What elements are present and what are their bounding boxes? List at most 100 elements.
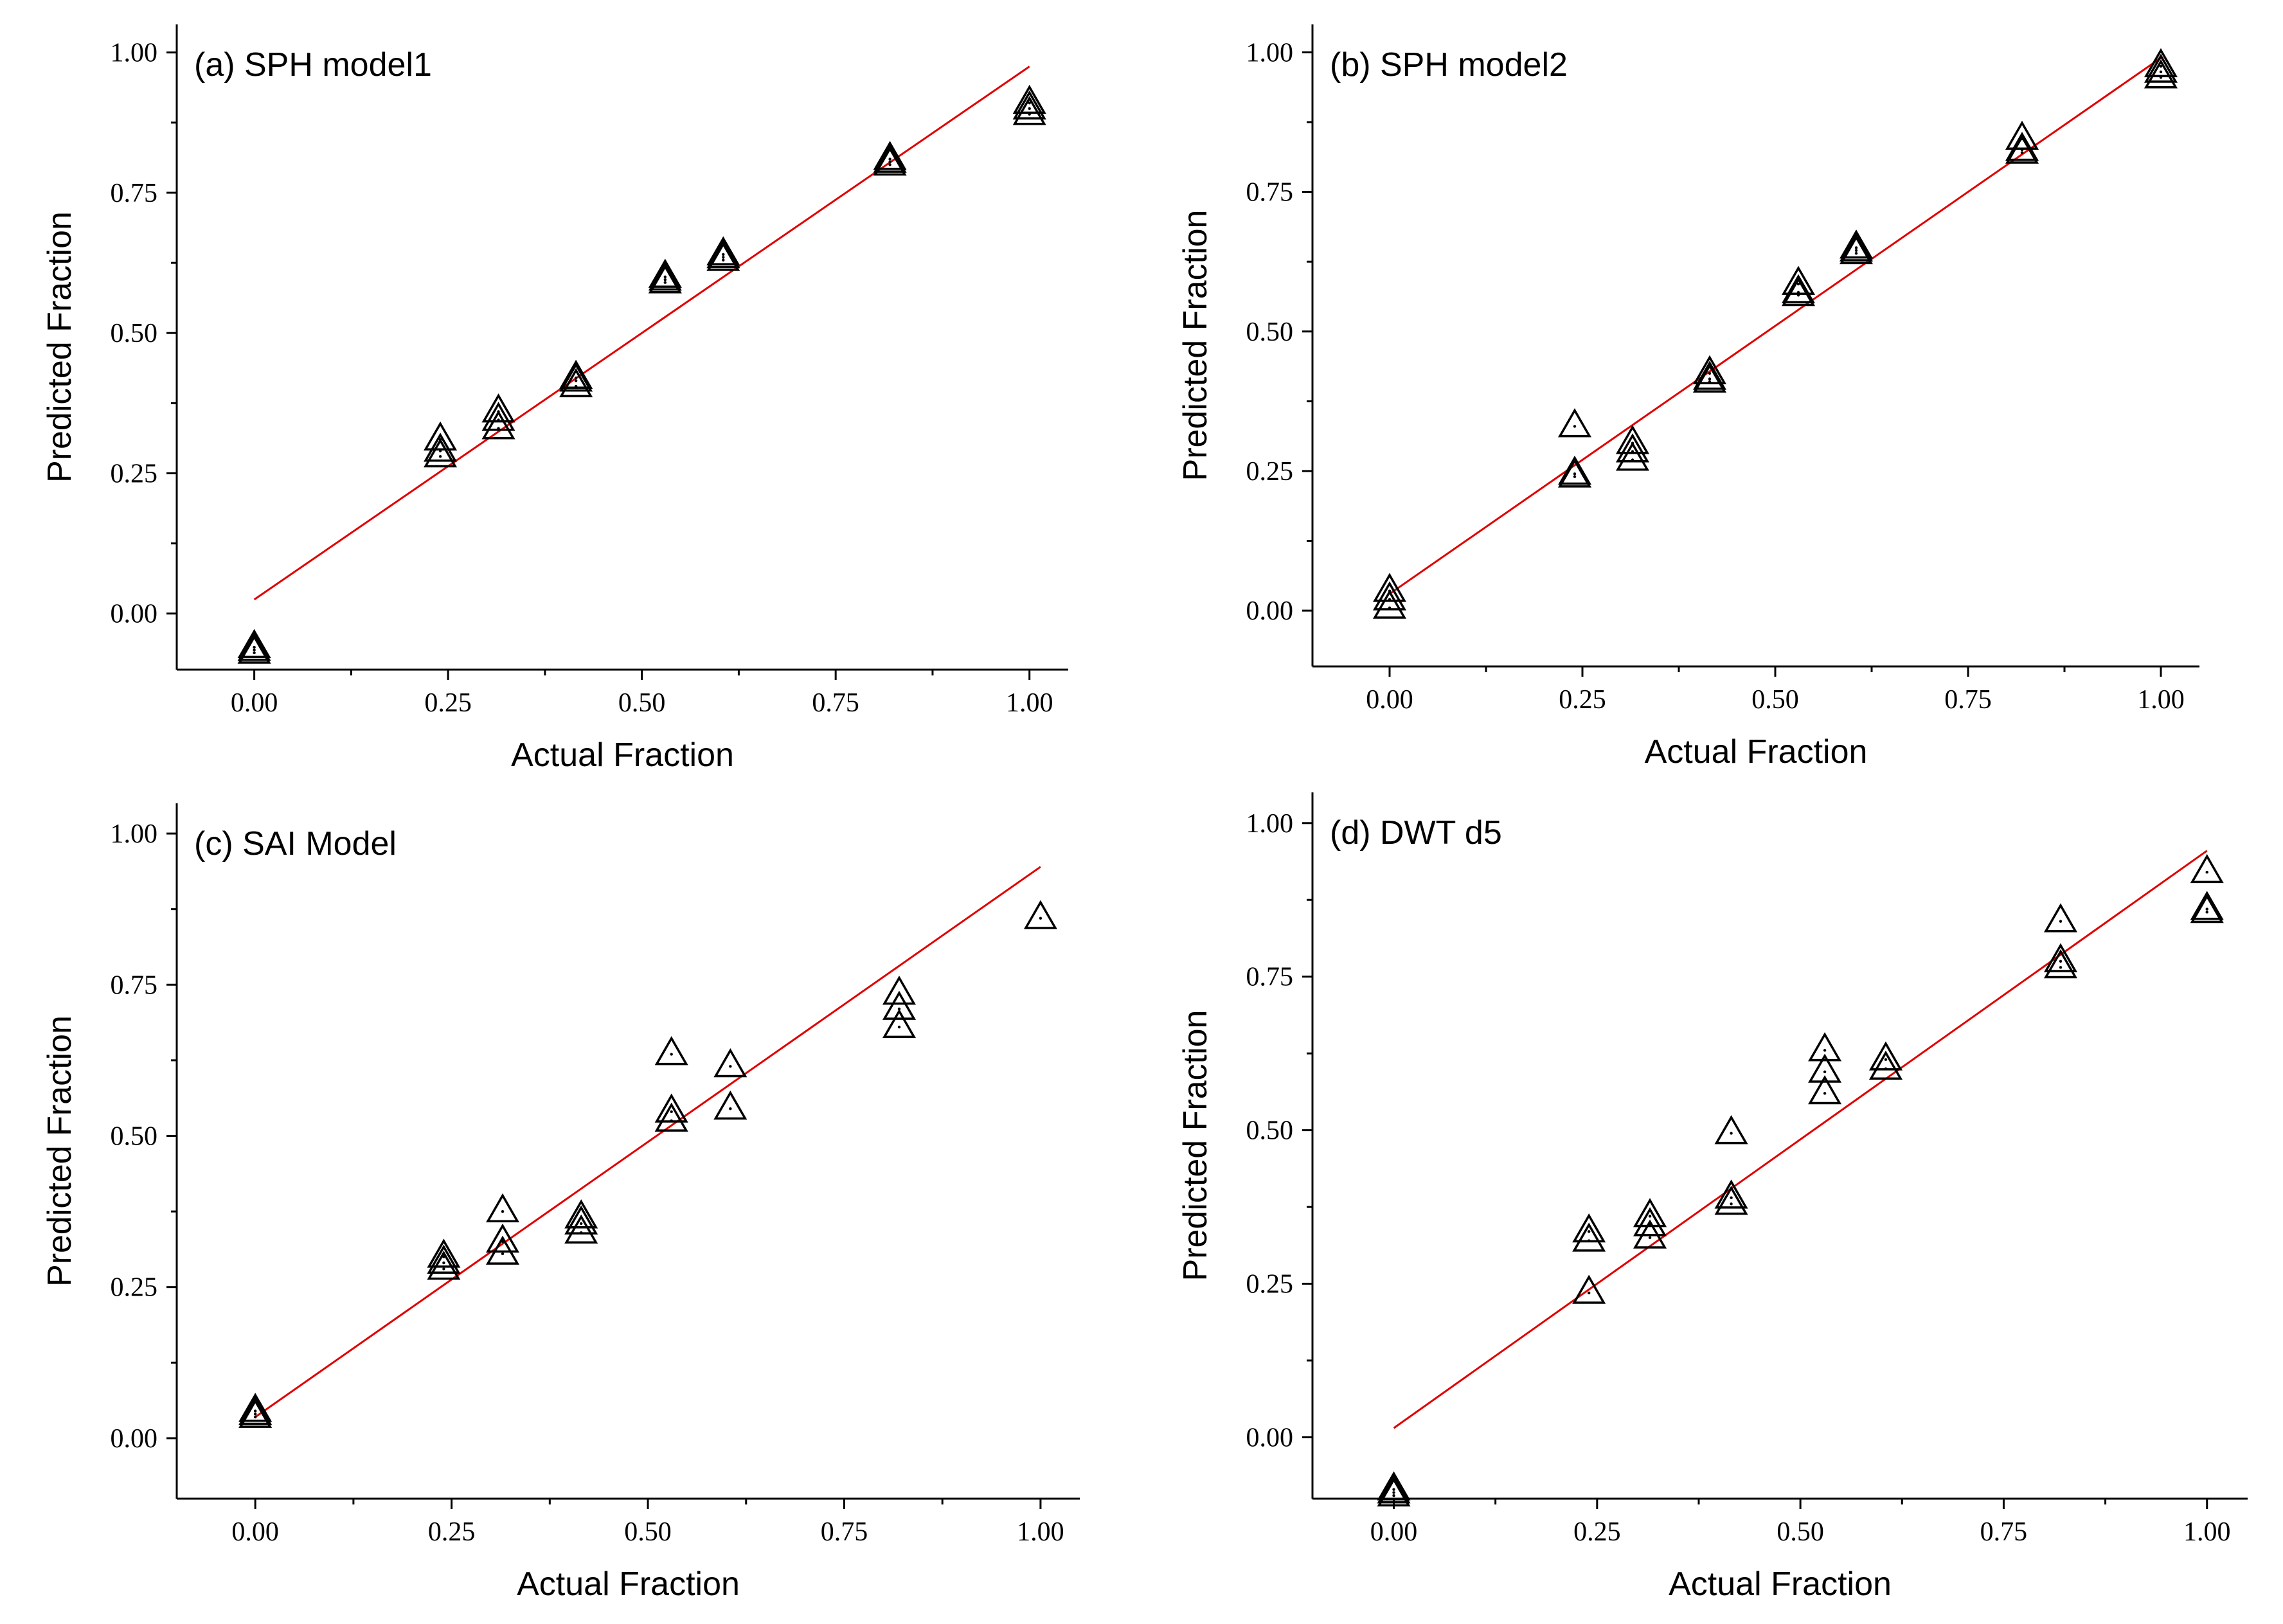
triangle-marker (1839, 229, 1874, 259)
marker-center-dot (579, 1222, 583, 1226)
marker-center-dot (2159, 64, 2163, 68)
triangle-marker (485, 1235, 520, 1265)
marker-center-dot (438, 455, 442, 458)
x-axis-title: Actual Fraction (511, 736, 734, 774)
data-point (238, 1395, 273, 1425)
triangle-marker (2043, 903, 2078, 932)
y-tick-label: 0.25 (1246, 1270, 1294, 1299)
triangle-marker (559, 368, 593, 398)
data-point (882, 976, 917, 1005)
data-point (2043, 943, 2078, 972)
y-tick-label: 1.00 (1246, 809, 1294, 839)
data-point (706, 236, 740, 265)
data-point (427, 1244, 461, 1274)
data-point (1377, 1477, 1411, 1507)
marker-center-dot (1796, 282, 1800, 286)
marker-center-dot (2020, 151, 2024, 154)
triangle-marker (2144, 59, 2178, 89)
data-point (1372, 573, 1407, 602)
data-point (424, 433, 458, 462)
triangle-marker (1615, 433, 1650, 463)
triangle-marker (1714, 1185, 1748, 1215)
panel-3: 0.00 0.25 0.50 0.75 1.00 0.00 0.25 0.50 0.75 1.00… (41, 803, 1080, 1603)
triangle-marker (873, 143, 907, 173)
data-point (485, 1193, 520, 1223)
y-tick-label: 0.75 (111, 179, 158, 208)
triangle-marker (237, 634, 271, 664)
marker-center-dot (663, 278, 667, 281)
data-point (1012, 96, 1046, 125)
x-tick-label: 0.00 (231, 688, 278, 718)
data-point (2043, 903, 2078, 932)
panel-title: (b) SPH model2 (1330, 46, 1568, 84)
data-point (1781, 277, 1816, 307)
data-point (559, 362, 593, 392)
panel-1: 0.00 0.25 0.50 0.75 1.00 0.00 0.25 0.50 0.75 1.00… (41, 24, 1068, 774)
triangle-marker (713, 1048, 748, 1078)
triangle-marker (1714, 1115, 1748, 1145)
x-tick-label: 0.00 (1366, 685, 1413, 715)
triangle-marker (1572, 1213, 1606, 1243)
data-point (2005, 132, 2039, 161)
data-point (873, 146, 907, 176)
data-point (1615, 433, 1650, 463)
triangle-marker (2005, 134, 2039, 164)
data-point (654, 1102, 688, 1132)
marker-center-dot (1823, 1070, 1827, 1074)
data-point (654, 1036, 688, 1066)
y-tick-label: 0.75 (1246, 178, 1294, 208)
data-point (481, 393, 515, 423)
y-tick-label: 0.75 (111, 970, 158, 1000)
triangle-marker (2043, 949, 2078, 979)
triangle-marker (481, 402, 515, 431)
data-point (2144, 53, 2178, 83)
data-point (873, 143, 907, 173)
triangle-marker (1557, 408, 1592, 438)
data-point (648, 264, 682, 294)
triangle-marker (648, 261, 682, 291)
triangle-marker (1615, 442, 1650, 471)
y-axis-title: Predicted Fraction (1177, 210, 1214, 481)
marker-center-dot (1730, 1202, 1733, 1206)
marker-center-dot (888, 160, 891, 164)
data-point (1377, 1471, 1411, 1501)
triangle-marker (2005, 132, 2039, 161)
triangle-marker (2144, 53, 2178, 83)
x-tick-label: 1.00 (2137, 685, 2185, 715)
marker-center-dot (1854, 249, 1858, 253)
x-axis-title: Actual Fraction (517, 1566, 740, 1603)
data-point (1615, 425, 1650, 454)
triangle-marker (1781, 274, 1816, 303)
marker-center-dot (579, 1231, 583, 1235)
triangle-marker (1377, 1471, 1411, 1501)
triangle-marker (2190, 853, 2224, 884)
marker-center-dot (663, 275, 667, 279)
triangle-marker (648, 264, 682, 294)
triangle-marker (1868, 1050, 1903, 1080)
triangle-marker (1012, 96, 1046, 125)
data-point (1839, 235, 1874, 265)
x-tick-label: 0.00 (231, 1517, 279, 1547)
y-tick-label: 1.00 (111, 39, 158, 68)
data-point (2190, 894, 2224, 924)
triangle-marker (1692, 363, 1727, 393)
marker-center-dot (574, 376, 578, 380)
marker-center-dot (574, 379, 578, 382)
data-point (1012, 90, 1046, 120)
marker-center-dot (438, 449, 442, 452)
marker-center-dot (501, 1209, 505, 1213)
marker-center-dot (1823, 1049, 1827, 1052)
triangle-marker (424, 433, 458, 462)
marker-center-dot (1648, 1215, 1652, 1218)
data-point (1714, 1179, 1748, 1209)
triangle-marker (1633, 1207, 1667, 1236)
marker-center-dot (442, 1267, 445, 1271)
y-tick-label: 0.00 (111, 1424, 158, 1454)
marker-center-dot (1392, 1491, 1395, 1494)
marker-center-dot (2205, 907, 2208, 911)
marker-center-dot (253, 648, 256, 652)
y-tick-label: 0.00 (1246, 1423, 1294, 1452)
data-point (1372, 589, 1407, 619)
marker-center-dot (670, 1110, 673, 1114)
